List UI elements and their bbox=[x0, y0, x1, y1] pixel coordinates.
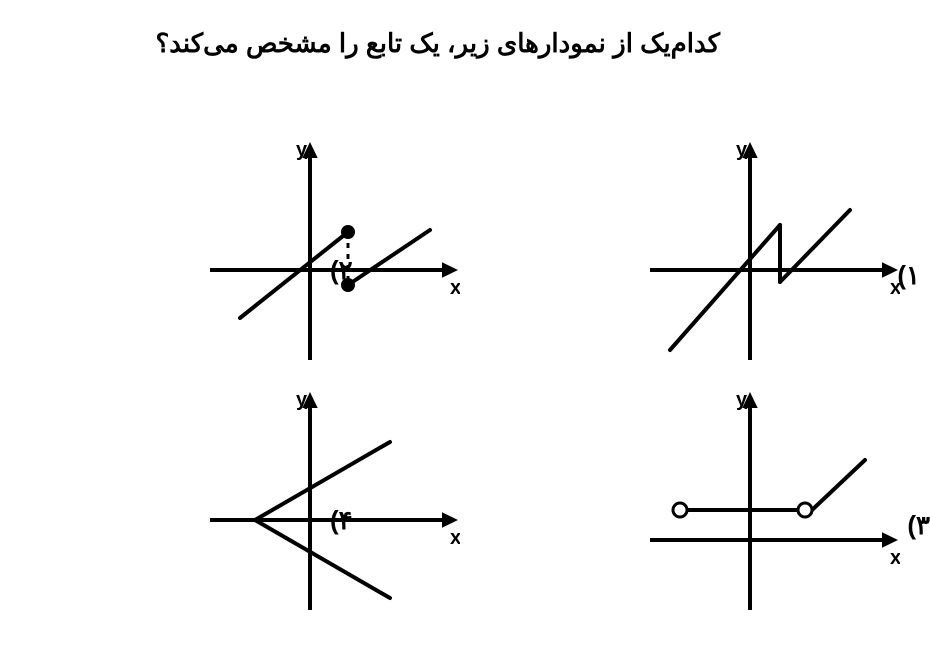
svg-text:y: y bbox=[296, 390, 308, 411]
svg-text:y: y bbox=[736, 390, 748, 411]
option-1-cell: xy ۱) bbox=[480, 140, 900, 380]
svg-text:y: y bbox=[736, 140, 748, 161]
option-4-label: ۴) bbox=[330, 505, 353, 536]
option-3-label: ۳) bbox=[907, 510, 930, 541]
option-4-cell: x y ۴) bbox=[40, 390, 460, 630]
option-1-label: ۱) bbox=[897, 260, 920, 291]
figures-grid: xy ۱) xy ۲) xy ۳) xy ۴) bbox=[0, 140, 930, 640]
question-text: کدام‌یک از نمودارهای زیر، یک تابع را مشخ… bbox=[60, 28, 720, 59]
figure-1: xy bbox=[640, 140, 900, 370]
svg-text:y: y bbox=[296, 140, 308, 161]
svg-text:x: x bbox=[450, 277, 460, 299]
svg-text:x: x bbox=[450, 527, 460, 549]
option-2-label: ۲) bbox=[330, 255, 353, 286]
figure-3: xy bbox=[640, 390, 900, 620]
svg-text:x: x bbox=[890, 547, 900, 569]
option-2-cell: x y ۲) bbox=[40, 140, 460, 380]
page-root: کدام‌یک از نمودارهای زیر، یک تابع را مشخ… bbox=[0, 0, 930, 652]
option-3-cell: xy ۳) bbox=[480, 390, 900, 630]
